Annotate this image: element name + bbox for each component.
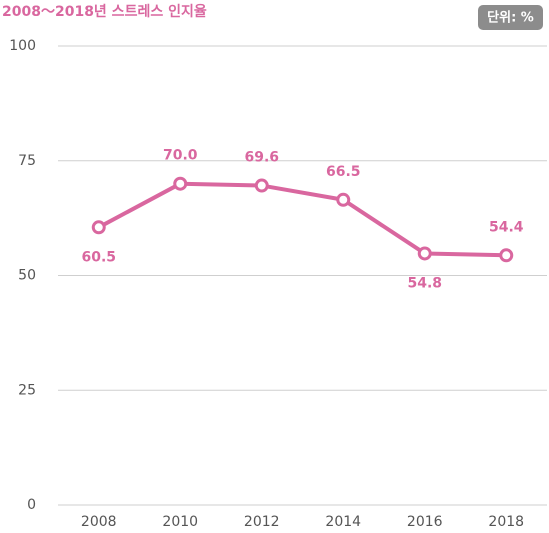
marker — [254, 178, 269, 193]
y-tick-label: 100 — [9, 38, 36, 54]
marker — [336, 192, 351, 207]
chart-title: 2008～2018년 스트레스 인지율 — [2, 3, 207, 20]
x-tick-label: 2014 — [325, 514, 361, 530]
y-tick-label: 0 — [27, 497, 36, 513]
data-label: 66.5 — [326, 164, 361, 180]
line — [97, 181, 507, 258]
unit-label: 단위: % — [487, 10, 534, 26]
x-tick-label: 2008 — [81, 514, 117, 530]
x-tick-label: 2010 — [162, 514, 198, 530]
y-tick-label: 75 — [18, 153, 36, 169]
y-tick-label: 50 — [18, 268, 36, 284]
x-tick-label: 2012 — [244, 514, 280, 530]
unit-badge — [478, 5, 543, 30]
data-label: 60.5 — [81, 249, 116, 265]
marker — [91, 220, 106, 235]
marker — [499, 248, 514, 263]
x-tick-label: 2016 — [407, 514, 443, 530]
data-label: 54.4 — [489, 219, 524, 235]
y-tick-label: 25 — [18, 382, 36, 398]
data-label: 70.0 — [163, 148, 198, 164]
marker — [417, 246, 432, 261]
x-tick-label: 2018 — [488, 514, 524, 530]
marker — [173, 176, 188, 191]
data-label: 54.8 — [407, 275, 442, 291]
data-label: 69.6 — [244, 150, 279, 166]
